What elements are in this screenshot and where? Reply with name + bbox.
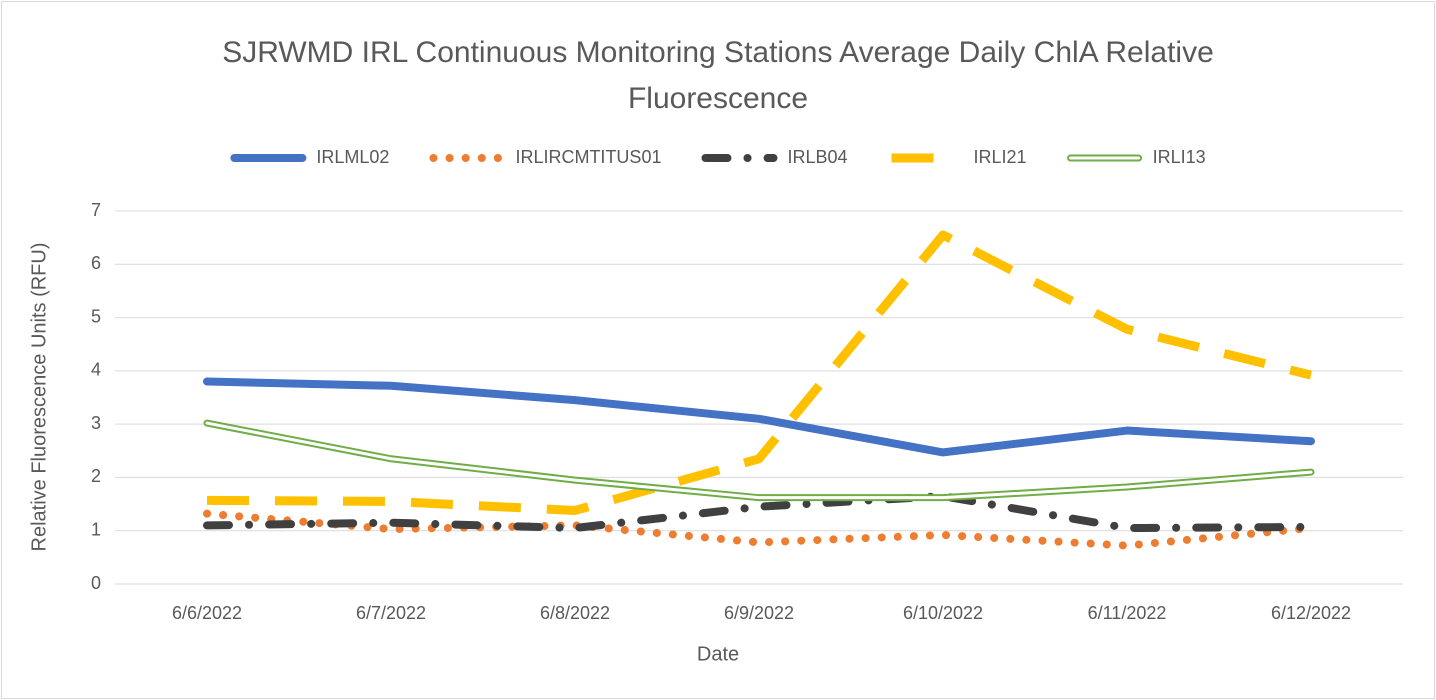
legend-label: IRLB04	[787, 147, 847, 167]
series-line-inner	[205, 421, 1313, 500]
series-line	[203, 377, 1315, 457]
x-tick-label: 6/9/2022	[724, 603, 794, 623]
x-axis-title: Date	[697, 643, 739, 665]
y-tick-label: 3	[91, 413, 101, 433]
series-line	[203, 492, 1315, 533]
y-tick-label: 1	[91, 519, 101, 539]
legend-label: IRLML02	[316, 147, 389, 167]
y-tick-label: 6	[91, 253, 101, 273]
x-tick-label: 6/12/2022	[1271, 603, 1351, 623]
x-tick-label: 6/8/2022	[540, 603, 610, 623]
x-tick-label: 6/7/2022	[356, 603, 426, 623]
y-axis-title: Relative Fluorescence Units (RFU)	[28, 243, 50, 552]
legend-label: IRLIRCMTITUS01	[515, 147, 661, 167]
x-tick-label: 6/6/2022	[172, 603, 242, 623]
y-tick-label: 2	[91, 466, 101, 486]
series-line	[206, 230, 1313, 515]
legend-label: IRLI13	[1153, 147, 1206, 167]
y-tick-label: 7	[91, 200, 101, 220]
chart-title: SJRWMD IRL Continuous Monitoring Station…	[222, 36, 1214, 115]
x-tick-label: 6/11/2022	[1088, 603, 1167, 623]
legend-label: IRLI21	[974, 147, 1027, 167]
y-tick-label: 4	[91, 360, 101, 380]
y-tick-label: 5	[91, 306, 101, 326]
x-tick-label: 6/10/2022	[903, 603, 983, 623]
y-tick-label: 0	[91, 573, 101, 593]
